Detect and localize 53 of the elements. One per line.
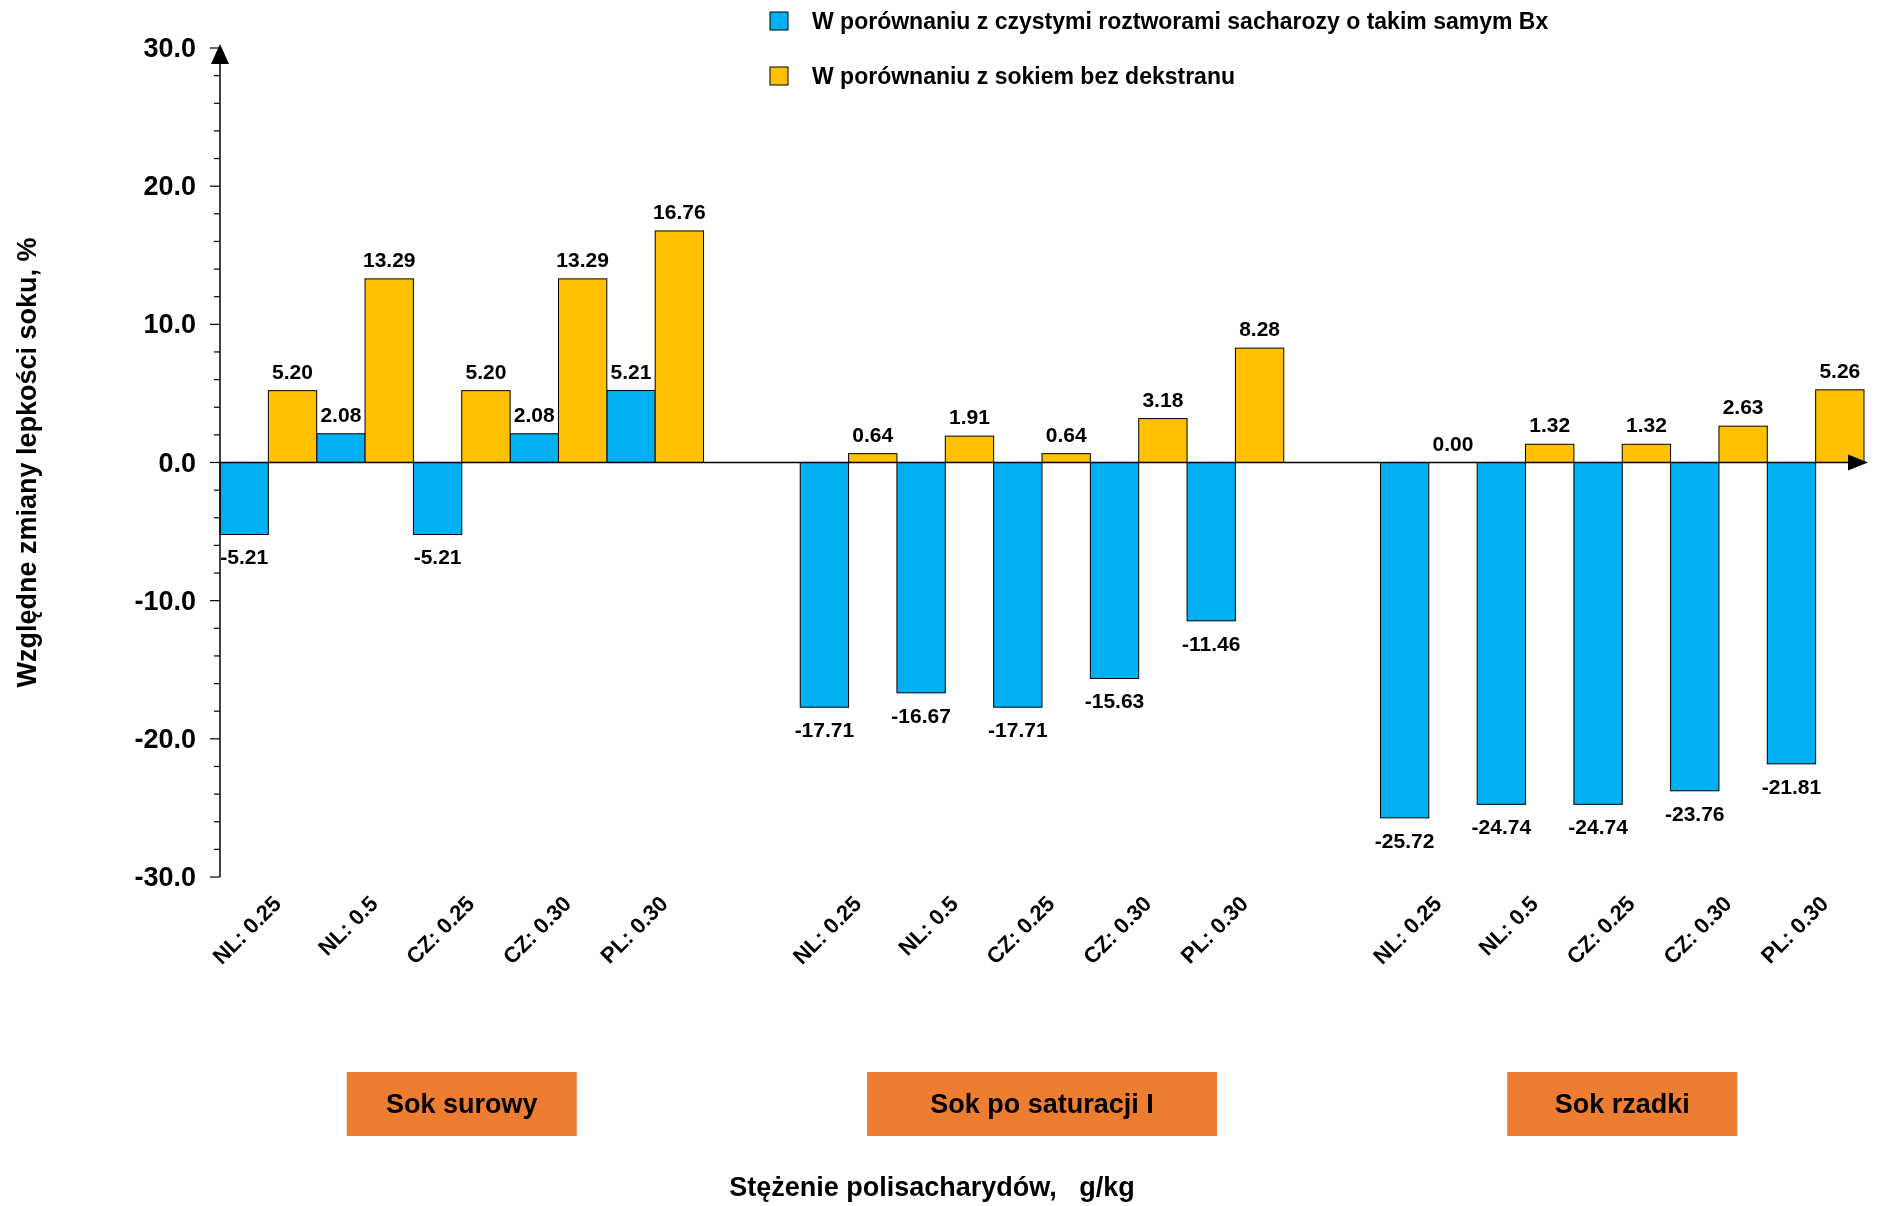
data-label: -25.72 <box>1374 828 1435 852</box>
data-label: 5.20 <box>272 359 313 383</box>
data-label: 0.64 <box>1045 422 1087 446</box>
x-tick-label: CZ: 0.30 <box>1658 890 1737 970</box>
data-label: 8.28 <box>1239 317 1281 341</box>
text: Stężenie polisacharydów, g/kg <box>729 1172 1135 1202</box>
data-label: -5.21 <box>413 545 462 569</box>
y-axis-title: Względne zmiany lepkości soku, % <box>12 237 42 688</box>
y-tick-label: -20.0 <box>134 723 196 754</box>
x-tick-label: NL: 0.5 <box>313 890 383 961</box>
data-label: -11.46 <box>1182 631 1241 655</box>
x-tick-label: PL: 0.30 <box>595 890 673 969</box>
data-label: 2.63 <box>1722 395 1764 419</box>
y-tick-label: 30.0 <box>143 33 196 63</box>
data-label: 1.91 <box>949 405 991 429</box>
y-tick-label: -30.0 <box>134 862 196 892</box>
y-tick-label: -10.0 <box>134 585 196 616</box>
x-tick-label: PL: 0.30 <box>1755 890 1834 969</box>
text: Sok rzadki <box>1554 1089 1690 1119</box>
text: Sok po saturacji I <box>930 1089 1154 1119</box>
data-label: 2.08 <box>320 402 362 426</box>
data-label: -23.76 <box>1664 801 1725 825</box>
data-label: 2.08 <box>513 402 556 426</box>
data-label: -24.74 <box>1568 815 1629 839</box>
x-tick-label: CZ: 0.30 <box>1078 890 1157 970</box>
data-label: 1.32 <box>1625 413 1667 437</box>
data-label: 16.76 <box>653 199 706 223</box>
data-label: 5.26 <box>1819 358 1861 382</box>
data-label: -15.63 <box>1084 689 1145 713</box>
data-label: 5.20 <box>465 359 507 383</box>
y-tick-label: 20.0 <box>143 171 196 202</box>
data-label: -21.81 <box>1761 774 1822 798</box>
data-label: -16.67 <box>891 703 951 727</box>
data-label: 0.00 <box>1432 431 1474 455</box>
x-tick-label: NL: 0.5 <box>893 890 963 961</box>
data-label: 5.21 <box>610 359 652 383</box>
data-label: 13.29 <box>556 247 609 271</box>
y-tick-label: 0.0 <box>158 447 196 478</box>
data-label: 3.18 <box>1142 387 1184 411</box>
data-label: -17.71 <box>988 718 1048 742</box>
data-label: 0.64 <box>852 422 894 446</box>
legend-label: W porównaniu z sokiem bez dekstranu <box>812 63 1236 89</box>
x-tick-label: PL: 0.30 <box>1175 890 1253 969</box>
x-tick-label: CZ: 0.30 <box>497 890 577 970</box>
text: Sok surowy <box>385 1089 538 1119</box>
data-label: -5.21 <box>220 545 269 569</box>
data-label: -24.74 <box>1471 815 1532 839</box>
legend-label: W porównaniu z czystymi roztworami sacharozy o takim samym Bx <box>812 8 1549 34</box>
x-tick-label: NL: 0.5 <box>1473 890 1544 961</box>
data-label: 1.32 <box>1529 413 1571 437</box>
data-label: -17.71 <box>794 718 855 742</box>
data-label: 13.29 <box>362 247 416 271</box>
y-tick-label: 10.0 <box>143 309 196 340</box>
